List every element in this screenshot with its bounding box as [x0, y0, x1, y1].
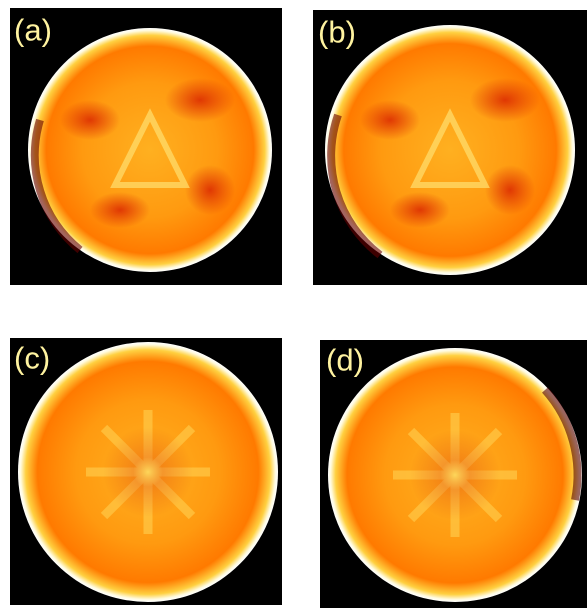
texture: [133, 457, 163, 487]
panel-b: (b): [313, 10, 587, 285]
texture: [440, 460, 470, 490]
panel-label: (a): [14, 12, 52, 47]
page: {"panels": [{"label": "(a)"}, {"label": …: [0, 0, 587, 608]
texture: [360, 100, 420, 140]
texture: [390, 192, 450, 228]
panel-a: (a): [10, 8, 282, 285]
figure: (a) (b) (c) (d): [0, 0, 587, 608]
panel-label: (c): [14, 340, 50, 375]
panel-label: (d): [326, 342, 364, 377]
texture: [485, 165, 535, 215]
texture: [185, 165, 235, 215]
panel-label: (b): [318, 14, 356, 49]
texture: [470, 78, 540, 122]
panel-d: (d): [320, 340, 587, 608]
texture: [90, 192, 150, 228]
panel-c: (c): [10, 338, 282, 605]
texture: [60, 100, 120, 140]
texture: [165, 78, 235, 122]
